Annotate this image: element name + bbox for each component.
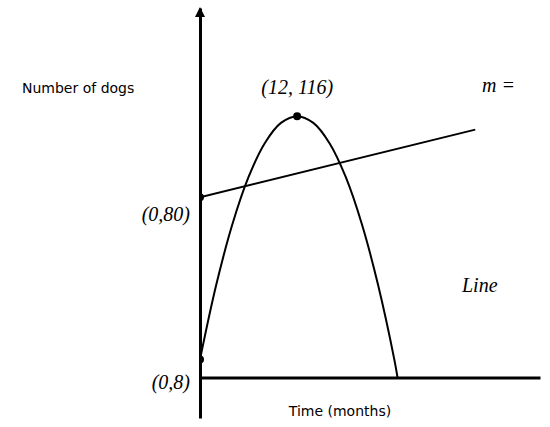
plot-area [200, 112, 475, 377]
point [200, 193, 204, 201]
y-axis-title: Number of dogs [22, 80, 134, 96]
point-label: (0,80) [142, 203, 191, 226]
x-axis [201, 377, 541, 378]
annotation: m = [482, 74, 515, 96]
point-label: (12, 116) [261, 76, 333, 99]
chart: (12, 116) (0,80) (0,8) m = Line Number of dog… [0, 0, 550, 427]
point [293, 112, 301, 120]
annotation: Line [461, 274, 498, 296]
axis-arrow [195, 7, 205, 17]
point-label: (0,8) [152, 371, 191, 394]
x-axis-line [201, 376, 541, 379]
x-axis-title: Time (months) [288, 403, 391, 419]
line [200, 130, 475, 198]
point [200, 355, 204, 363]
